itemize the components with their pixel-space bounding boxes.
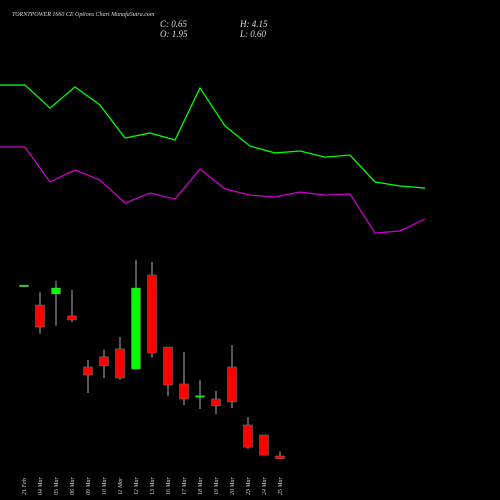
x-tick-label: 16 Mar bbox=[166, 477, 172, 495]
overlay-line bbox=[0, 146, 426, 234]
candle-body bbox=[243, 424, 253, 448]
candle-body bbox=[67, 315, 77, 321]
candle-body bbox=[51, 287, 61, 295]
x-tick-label: 09 Mar bbox=[86, 477, 92, 495]
x-tick-label: 04 Mar bbox=[37, 477, 44, 495]
candle-body bbox=[211, 398, 221, 407]
candle-body bbox=[131, 287, 141, 370]
x-tick-label: 10 Mar bbox=[102, 477, 108, 495]
candle-body bbox=[259, 434, 269, 456]
x-tick-label: 11 Mar bbox=[118, 477, 124, 495]
x-tick-label: 05 Mar bbox=[54, 477, 60, 495]
x-tick-label: 23 Mar bbox=[246, 477, 252, 495]
candle-body bbox=[83, 366, 93, 376]
summary-close: C: 0.65 bbox=[160, 19, 188, 29]
candle-body bbox=[163, 346, 173, 386]
x-tick-label: 19 Mar bbox=[214, 477, 220, 495]
candle-body bbox=[19, 284, 29, 287]
summary-high: H: 4.15 bbox=[239, 19, 268, 29]
candle-body bbox=[147, 274, 157, 354]
candle-body bbox=[227, 366, 237, 403]
x-tick-label: 20 Mar bbox=[230, 477, 236, 495]
x-tick-label: 06 Mar bbox=[70, 477, 76, 495]
x-tick-label: 13 Mar bbox=[150, 477, 156, 495]
candle-body bbox=[99, 356, 109, 367]
candle-body bbox=[275, 455, 285, 459]
chart-title: TORNTPOWER 1660 CE Options Chart MunafaS… bbox=[12, 11, 155, 18]
summary-low: L: 0.60 bbox=[239, 29, 267, 39]
x-tick-label: 12 Mar bbox=[134, 477, 140, 495]
candle-body bbox=[35, 304, 45, 328]
x-tick-label: 25 Mar bbox=[278, 477, 284, 495]
summary-open: O: 1.95 bbox=[160, 29, 188, 39]
candle-body bbox=[195, 395, 205, 398]
x-tick-label: 17 Mar bbox=[182, 477, 188, 495]
x-tick-label: 21 Feb bbox=[22, 478, 28, 495]
overlay-line bbox=[0, 84, 426, 189]
candle-body bbox=[179, 383, 189, 400]
x-tick-label: 18 Mar bbox=[198, 477, 204, 495]
candle-body bbox=[115, 348, 125, 379]
x-tick-label: 24 Mar bbox=[261, 477, 268, 495]
